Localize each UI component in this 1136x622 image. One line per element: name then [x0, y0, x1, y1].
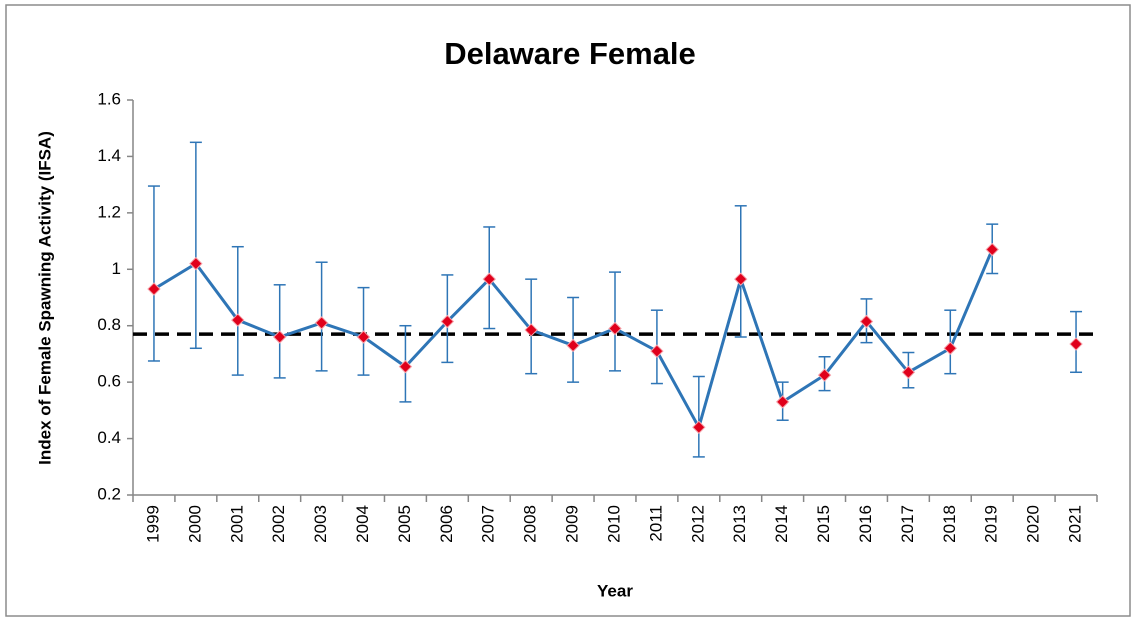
data-point	[189, 256, 203, 271]
x-tick-label: 2002	[269, 505, 288, 543]
x-tick-label: 2001	[227, 505, 246, 543]
x-tick-label: 1999	[143, 505, 162, 543]
x-tick-label: 2007	[479, 505, 498, 543]
chart-frame	[5, 4, 1131, 617]
x-tick-label: 2006	[437, 505, 456, 543]
x-tick-label: 2015	[814, 505, 833, 543]
data-point	[734, 272, 748, 286]
x-tick-label: 2000	[185, 505, 204, 543]
data-point	[147, 282, 161, 296]
y-tick-label: 0.2	[97, 484, 121, 503]
x-tick-label: 2013	[730, 505, 749, 543]
y-tick-label: 0.4	[97, 428, 121, 447]
x-tick-label: 2019	[982, 505, 1001, 543]
data-point	[943, 341, 958, 355]
y-tick-label: 1.4	[97, 146, 121, 165]
data-point	[1069, 337, 1083, 351]
data-point	[356, 330, 371, 344]
data-point	[398, 359, 413, 374]
x-tick-label: 2020	[1024, 505, 1043, 543]
x-tick-label: 2018	[940, 505, 959, 543]
chart-title: Delaware Female	[444, 36, 696, 71]
data-point	[775, 395, 790, 409]
data-point	[608, 321, 622, 336]
x-tick-label: 2009	[563, 505, 582, 543]
data-point	[440, 314, 455, 329]
x-tick-label: 2017	[898, 505, 917, 543]
data-point	[566, 338, 580, 353]
data-point	[817, 368, 832, 382]
x-tick-label: 2014	[772, 505, 791, 543]
x-tick-label: 2005	[395, 505, 414, 543]
data-point	[859, 314, 874, 329]
data-point	[482, 272, 496, 286]
data-point	[650, 344, 664, 358]
y-tick-label: 1.2	[97, 202, 121, 221]
x-tick-label: 2008	[521, 505, 540, 543]
data-point	[231, 313, 245, 327]
data-point	[524, 323, 538, 337]
data-point	[901, 365, 916, 379]
x-tick-label: 2012	[688, 505, 707, 543]
y-axis-label: Index of Female Spawning Activity (IFSA)	[35, 131, 54, 465]
x-tick-label: 2010	[604, 505, 623, 543]
y-tick-label: 1	[112, 259, 121, 278]
data-point	[272, 330, 287, 344]
x-tick-label: 2021	[1066, 505, 1085, 543]
x-axis-label: Year	[597, 581, 633, 600]
x-tick-label: 2004	[353, 505, 372, 543]
y-tick-label: 0.6	[97, 372, 121, 391]
x-tick-label: 2016	[856, 505, 875, 543]
y-tick-label: 1.6	[97, 89, 121, 108]
data-point	[692, 420, 706, 434]
y-tick-label: 0.8	[97, 315, 121, 334]
data-point	[985, 242, 999, 257]
x-tick-label: 2011	[646, 505, 665, 542]
data-point	[314, 316, 329, 330]
x-tick-label: 2003	[311, 505, 330, 543]
